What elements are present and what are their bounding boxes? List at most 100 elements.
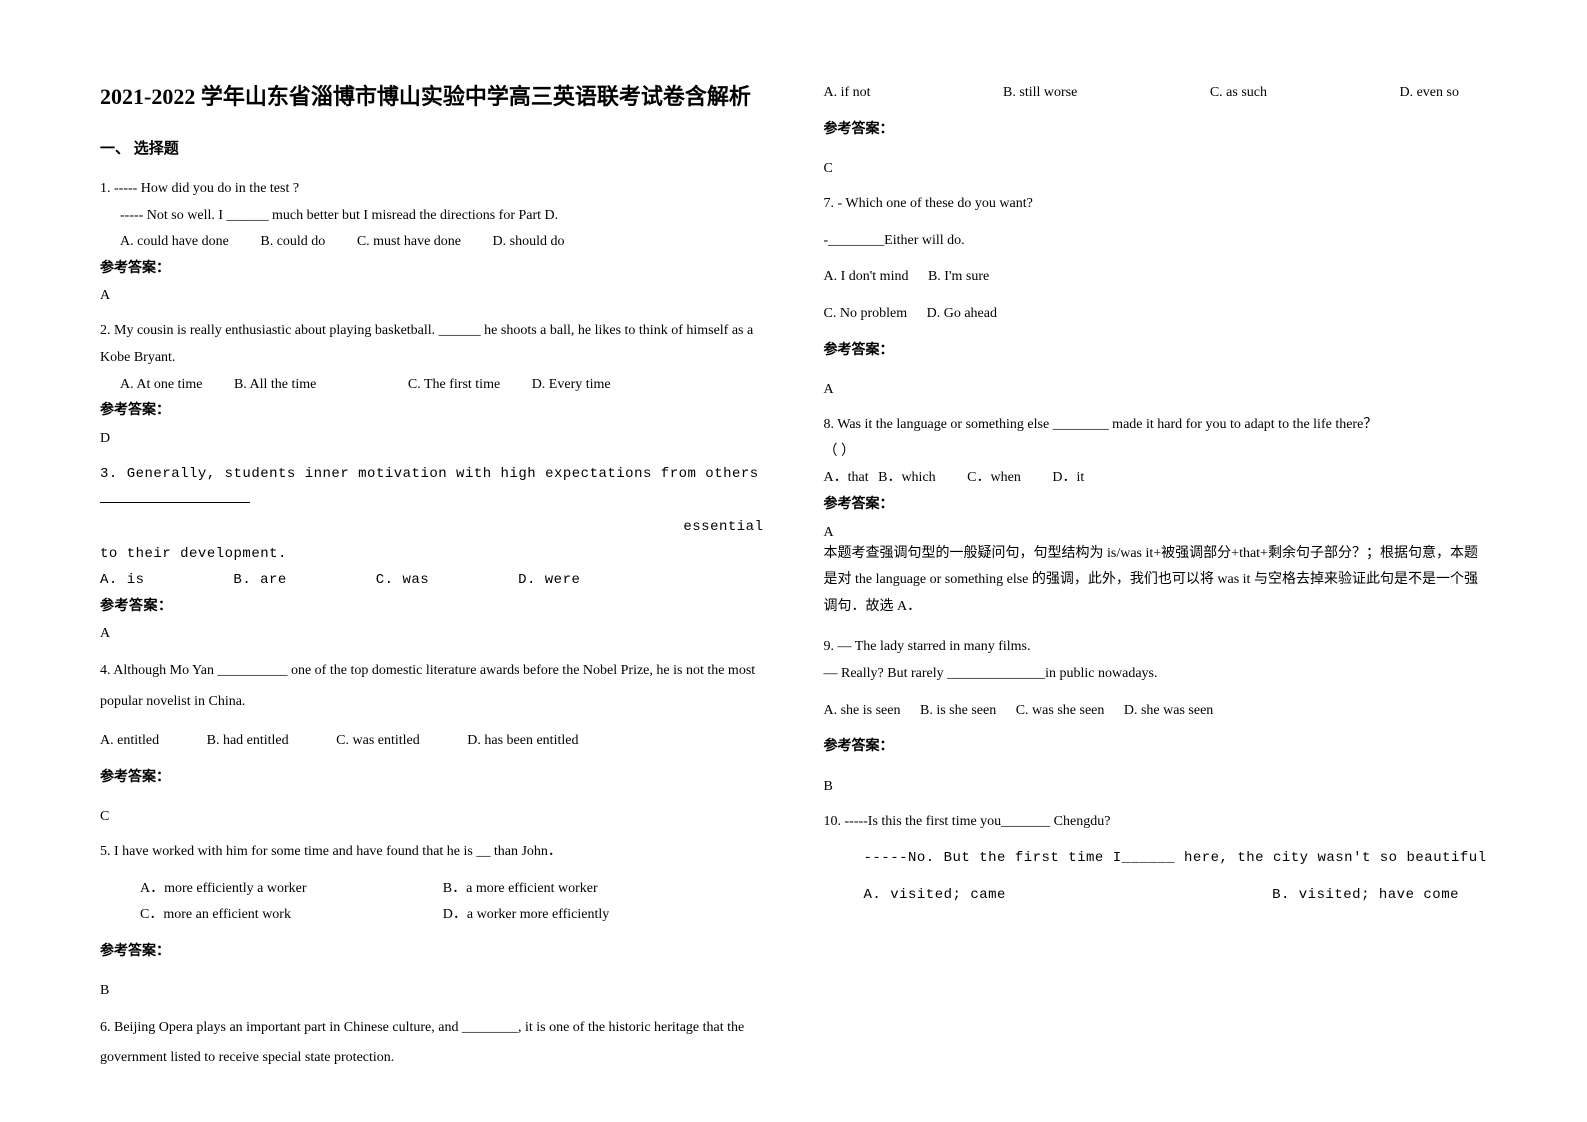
q5-options-row2: C．more an efficient work D．a worker more… xyxy=(100,902,764,929)
q2-option-d: D. Every time xyxy=(532,372,611,399)
q6-option-a: A. if not xyxy=(824,80,871,107)
q3-option-d: D. were xyxy=(518,567,580,594)
q6-option-b: B. still worse xyxy=(1003,80,1077,107)
q4-option-b: B. had entitled xyxy=(207,728,289,755)
q5-answer: B xyxy=(100,983,764,999)
answer-label: 参考答案： xyxy=(824,739,894,754)
q6-stem1: 6. Beijing Opera plays an important part… xyxy=(100,1013,764,1072)
q4-option-c: C. was entitled xyxy=(336,728,420,755)
q2-options: A. At one time B. All the time C. The fi… xyxy=(100,372,764,399)
q8-option-c: C．when xyxy=(967,465,1021,492)
q1-stem1: 1. ----- How did you do in the test ? xyxy=(100,176,764,203)
q5-stem1: 5. I have worked with him for some time … xyxy=(100,839,764,866)
q4-answer: C xyxy=(100,809,764,825)
question-7: 7. - Which one of these do you want? -__… xyxy=(824,191,1488,364)
q7-options-row2: C. No problem D. Go ahead xyxy=(824,301,1488,328)
q9-option-d: D. she was seen xyxy=(1124,698,1213,725)
q9-options: A. she is seen B. is she seen C. was she… xyxy=(824,698,1488,725)
q6-option-c: C. as such xyxy=(1210,80,1267,107)
q3-option-c: C. was xyxy=(376,567,429,594)
q3-stem2: to their development. xyxy=(100,541,764,568)
question-1: 1. ----- How did you do in the test ? --… xyxy=(100,176,764,282)
q3-essential: essential xyxy=(100,514,764,541)
q10-options: A. visited; came B. visited; have come xyxy=(824,882,1488,909)
answer-label: 参考答案： xyxy=(824,122,894,137)
q3-stem1-text: 3. Generally, students inner motivation … xyxy=(100,466,759,482)
answer-label: 参考答案： xyxy=(100,770,170,785)
q2-stem1: 2. My cousin is really enthusiastic abou… xyxy=(100,318,764,371)
q1-option-d: D. should do xyxy=(493,229,565,256)
answer-label: 参考答案： xyxy=(100,944,170,959)
q8-options: A．that B．which C．when D．it xyxy=(824,465,1488,492)
q9-stem1: 9. — The lady starred in many films. xyxy=(824,634,1488,661)
q1-answer: A xyxy=(100,288,764,304)
q8-option-d: D．it xyxy=(1052,465,1084,492)
q2-option-b: B. All the time xyxy=(234,372,316,399)
q1-option-b: B. could do xyxy=(260,229,325,256)
section-heading-1: 一、 选择题 xyxy=(100,137,764,158)
q3-options: A. is B. are C. was D. were xyxy=(100,567,764,594)
q7-stem2: -________Either will do. xyxy=(824,228,1488,255)
question-8: 8. Was it the language or something else… xyxy=(824,412,1488,518)
q3-option-a: A. is xyxy=(100,567,145,594)
question-5: 5. I have worked with him for some time … xyxy=(100,839,764,965)
q7-option-c: C. No problem xyxy=(824,301,908,328)
question-6-options: A. if not B. still worse C. as such D. e… xyxy=(824,80,1488,143)
q7-options-row1: A. I don't mind B. I'm sure xyxy=(824,264,1488,291)
q1-option-c: C. must have done xyxy=(357,229,461,256)
answer-label: 参考答案： xyxy=(824,343,894,358)
q9-option-c: C. was she seen xyxy=(1016,698,1105,725)
q3-stem1: 3. Generally, students inner motivation … xyxy=(100,461,764,514)
q8-answer: A 本题考查强调句型的一般疑问句，句型结构为 is/was it+被强调部分+t… xyxy=(824,525,1488,621)
q8-option-a: A．that xyxy=(824,465,869,492)
q9-option-a: A. she is seen xyxy=(824,698,901,725)
q6-answer: C xyxy=(824,161,1488,177)
q7-option-a: A. I don't mind xyxy=(824,264,909,291)
q10-stem1: 10. -----Is this the first time you_____… xyxy=(824,809,1488,836)
q4-stem1: 4. Although Mo Yan __________ one of the… xyxy=(100,656,764,718)
q2-option-c: C. The first time xyxy=(408,372,500,399)
q8-stem1: 8. Was it the language or something else… xyxy=(824,412,1488,439)
q8-answer-letter: A xyxy=(824,525,1488,541)
answer-label: 参考答案： xyxy=(100,261,170,276)
answer-label: 参考答案： xyxy=(100,403,170,418)
q5-option-c: C．more an efficient work xyxy=(140,902,439,929)
question-2: 2. My cousin is really enthusiastic abou… xyxy=(100,318,764,424)
q9-option-b: B. is she seen xyxy=(920,698,996,725)
q1-options: A. could have done B. could do C. must h… xyxy=(100,229,764,256)
q5-option-d: D．a worker more efficiently xyxy=(443,902,742,929)
exam-page: 2021-2022 学年山东省淄博市博山实验中学高三英语联考试卷含解析 一、 选… xyxy=(0,0,1587,1122)
q7-option-b: B. I'm sure xyxy=(928,264,989,291)
q5-options-row1: A．more efficiently a worker B．a more eff… xyxy=(100,876,764,903)
question-4: 4. Although Mo Yan __________ one of the… xyxy=(100,656,764,791)
q9-stem2: — Really? But rarely ______________in pu… xyxy=(824,661,1488,688)
q3-option-b: B. are xyxy=(233,567,286,594)
question-6: 6. Beijing Opera plays an important part… xyxy=(100,1013,764,1072)
q4-option-d: D. has been entitled xyxy=(467,728,578,755)
q10-option-a: A. visited; came xyxy=(864,882,1006,909)
q10-option-b: B. visited; have come xyxy=(1272,882,1459,909)
q1-stem2: ----- Not so well. I ______ much better … xyxy=(100,203,764,230)
q7-option-d: D. Go ahead xyxy=(927,301,997,328)
question-10: 10. -----Is this the first time you_____… xyxy=(824,809,1488,909)
q3-answer: A xyxy=(100,626,764,642)
q2-option-a: A. At one time xyxy=(120,372,202,399)
q6-options: A. if not B. still worse C. as such D. e… xyxy=(824,80,1488,107)
q5-option-a: A．more efficiently a worker xyxy=(140,876,439,903)
q4-option-a: A. entitled xyxy=(100,728,159,755)
q1-option-a: A. could have done xyxy=(120,229,229,256)
page-title: 2021-2022 学年山东省淄博市博山实验中学高三英语联考试卷含解析 xyxy=(100,80,764,113)
q9-answer: B xyxy=(824,779,1488,795)
q7-stem1: 7. - Which one of these do you want? xyxy=(824,191,1488,218)
q8-paren: （ ） xyxy=(824,439,1488,466)
q8-option-b: B．which xyxy=(878,465,936,492)
question-3: 3. Generally, students inner motivation … xyxy=(100,461,764,621)
answer-label: 参考答案： xyxy=(824,497,894,512)
q4-options: A. entitled B. had entitled C. was entit… xyxy=(100,728,764,755)
question-9: 9. — The lady starred in many films. — R… xyxy=(824,634,1488,760)
q5-option-b: B．a more efficient worker xyxy=(443,876,742,903)
q2-answer: D xyxy=(100,431,764,447)
q7-answer: A xyxy=(824,382,1488,398)
q8-explanation: 本题考查强调句型的一般疑问句，句型结构为 is/was it+被强调部分+tha… xyxy=(824,541,1488,621)
blank xyxy=(100,491,250,504)
